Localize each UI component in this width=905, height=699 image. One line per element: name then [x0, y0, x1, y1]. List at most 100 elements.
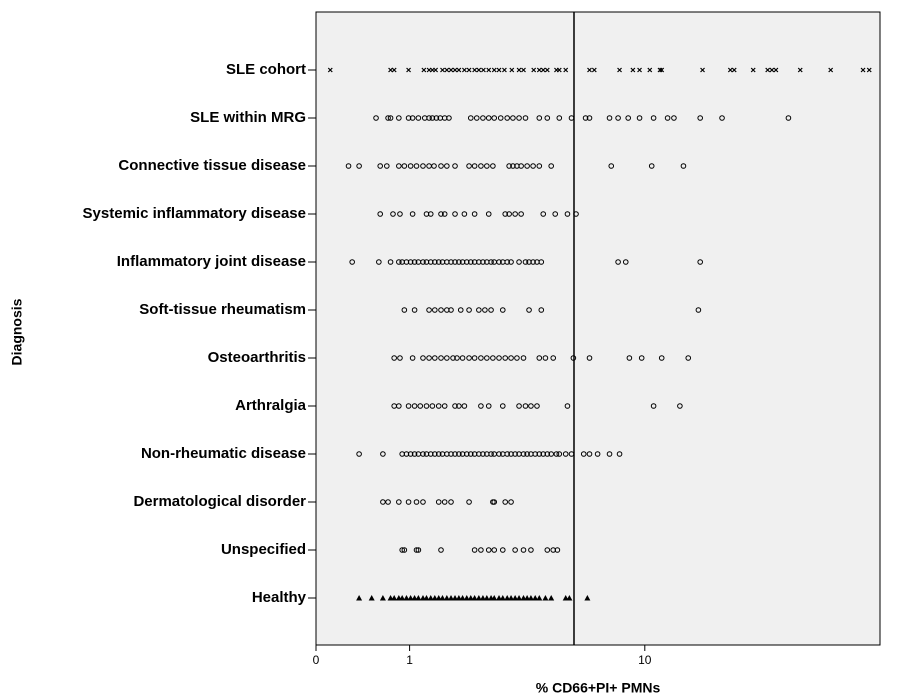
- point: [433, 115, 440, 121]
- point: [466, 499, 472, 505]
- point: [516, 403, 522, 409]
- point: [508, 355, 514, 361]
- point: [384, 163, 390, 169]
- point: [452, 451, 458, 457]
- point: [396, 403, 402, 409]
- point: [415, 115, 422, 121]
- point: [441, 403, 448, 409]
- point: [491, 595, 498, 601]
- point: [413, 499, 420, 505]
- point: [403, 595, 410, 601]
- point: [377, 163, 384, 169]
- point: [438, 211, 444, 217]
- point: [461, 403, 468, 409]
- point: [427, 211, 434, 217]
- point: [584, 595, 591, 601]
- point: [467, 259, 474, 265]
- point: [420, 355, 426, 361]
- y-tick-label: Inflammatory joint disease: [117, 253, 306, 270]
- point: [520, 451, 527, 457]
- point: [433, 67, 439, 73]
- point: [664, 115, 671, 121]
- point: [657, 67, 663, 73]
- point: [532, 451, 539, 457]
- point: [510, 115, 516, 121]
- point: [427, 259, 434, 265]
- point: [356, 451, 362, 457]
- point: [387, 259, 394, 265]
- point: [385, 115, 391, 121]
- point: [485, 403, 492, 409]
- point: [491, 115, 498, 121]
- point: [435, 499, 442, 505]
- point: [508, 595, 515, 601]
- point: [472, 67, 478, 73]
- point: [478, 547, 484, 553]
- point: [435, 259, 442, 265]
- y-tick-label: Healthy: [252, 589, 307, 606]
- point: [401, 547, 408, 553]
- point: [773, 67, 779, 73]
- point: [423, 595, 430, 601]
- point: [480, 451, 486, 457]
- point: [556, 115, 563, 121]
- point: [700, 67, 705, 73]
- point: [637, 67, 642, 73]
- point: [538, 307, 545, 313]
- point: [527, 595, 534, 601]
- point: [405, 403, 412, 409]
- point: [582, 115, 589, 121]
- point: [516, 115, 522, 121]
- point: [380, 499, 386, 505]
- point: [452, 211, 458, 217]
- point: [432, 259, 438, 265]
- point: [499, 547, 506, 553]
- point: [615, 259, 621, 265]
- point: [625, 115, 631, 121]
- point: [411, 307, 418, 313]
- point: [391, 595, 398, 601]
- point: [526, 259, 532, 265]
- point: [544, 115, 551, 121]
- point: [478, 163, 484, 169]
- point: [396, 163, 402, 169]
- point: [397, 211, 403, 217]
- point: [457, 307, 464, 313]
- point: [626, 355, 633, 361]
- point: [586, 115, 593, 121]
- point: [606, 451, 613, 457]
- point: [580, 451, 587, 457]
- point: [510, 163, 516, 169]
- point: [490, 163, 496, 169]
- point: [471, 163, 478, 169]
- x-axis-title: % CD66+PI+ PMNs: [536, 680, 661, 696]
- point: [448, 259, 454, 265]
- point: [536, 355, 543, 361]
- point: [512, 211, 518, 217]
- point: [461, 67, 467, 73]
- point: [594, 451, 601, 457]
- point: [484, 163, 490, 169]
- point: [463, 259, 470, 265]
- point: [432, 451, 438, 457]
- point: [486, 67, 492, 73]
- point: [719, 115, 725, 121]
- point: [413, 547, 420, 553]
- point: [409, 211, 416, 217]
- point: [671, 115, 677, 121]
- point: [415, 547, 422, 553]
- point: [485, 211, 492, 217]
- point: [427, 451, 434, 457]
- point: [401, 307, 408, 313]
- point: [467, 115, 474, 121]
- point: [587, 67, 592, 73]
- point: [439, 595, 446, 601]
- point: [482, 307, 488, 313]
- point: [431, 163, 437, 169]
- y-tick-label: Non-rheumatic disease: [141, 445, 306, 462]
- point: [478, 355, 484, 361]
- point: [471, 211, 478, 217]
- point: [491, 499, 498, 505]
- point: [544, 547, 551, 553]
- point: [478, 403, 484, 409]
